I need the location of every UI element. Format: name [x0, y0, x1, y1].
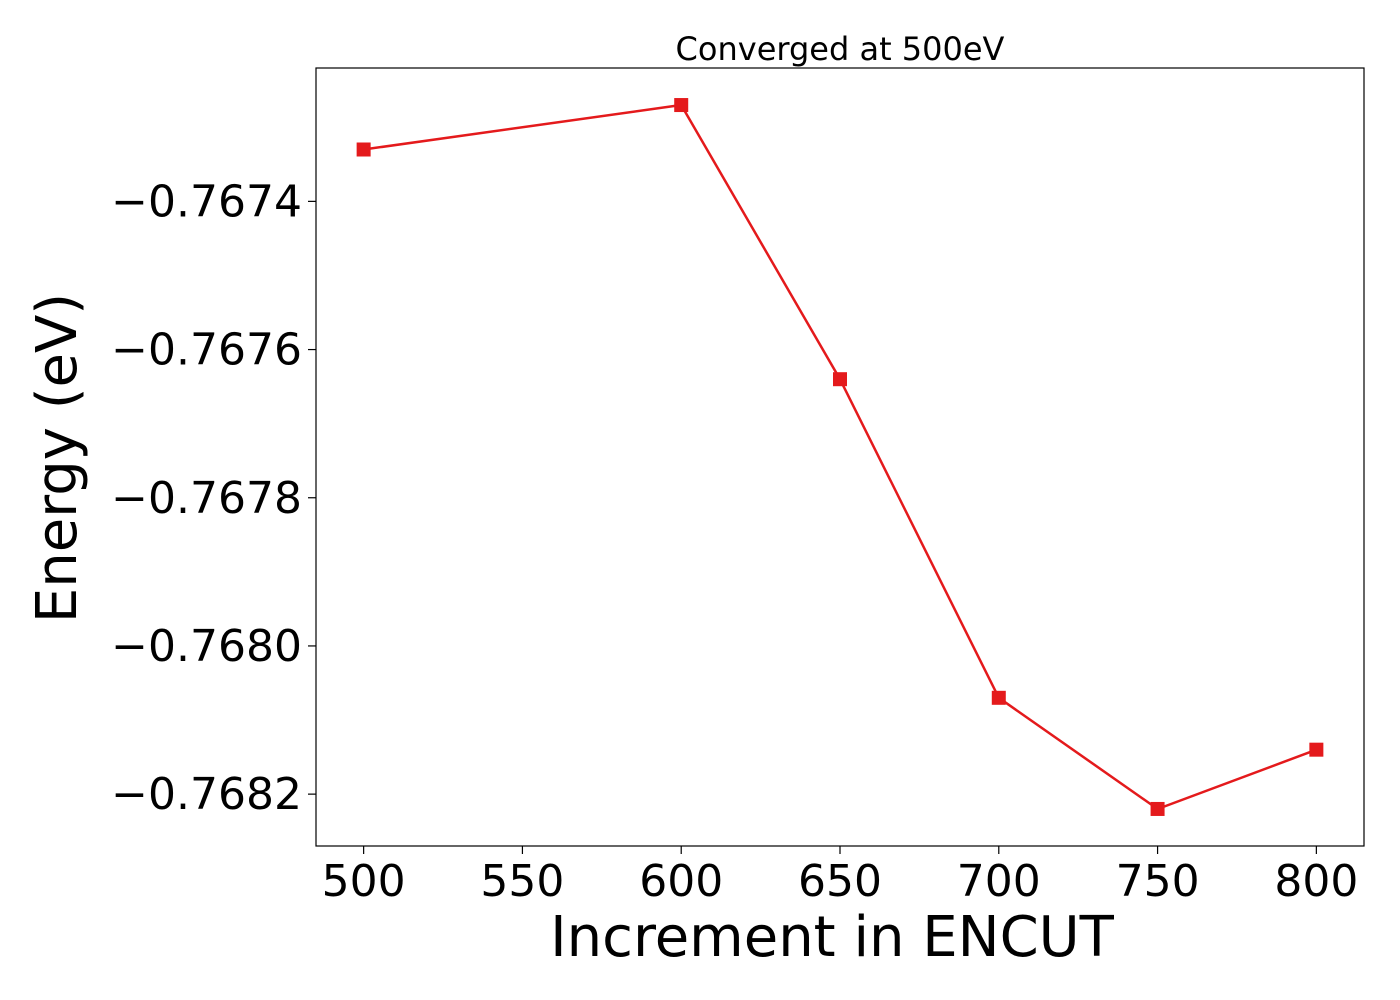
- data-point-marker: [1150, 801, 1165, 816]
- x-tick-label: 500: [322, 856, 406, 907]
- x-tick-label: 750: [1116, 856, 1200, 907]
- data-point-marker: [1309, 742, 1324, 757]
- data-point-marker: [833, 372, 847, 387]
- y-tick-label: −0.7676: [111, 325, 302, 376]
- x-tick-label: 550: [480, 856, 564, 907]
- y-axis: −0.7674 −0.7676 −0.7678 −0.7680 −0.7682: [111, 176, 316, 820]
- x-axis: 500 550 600 650 700 750 800: [322, 846, 1358, 907]
- data-point-marker: [674, 98, 689, 113]
- chart-title: Converged at 500eV: [676, 30, 1005, 68]
- x-axis-title: Increment in ENCUT: [550, 905, 1115, 970]
- x-tick-label: 600: [639, 856, 723, 907]
- y-tick-label: −0.7682: [111, 769, 302, 820]
- y-axis-title: Energy (eV): [25, 293, 90, 623]
- data-point-marker: [356, 142, 371, 157]
- x-tick-label: 800: [1274, 856, 1358, 907]
- series-markers: [356, 98, 1324, 816]
- x-tick-label: 650: [798, 856, 882, 907]
- series-line: [363, 103, 1317, 811]
- y-tick-label: −0.7678: [111, 473, 302, 524]
- y-tick-label: −0.7680: [111, 621, 302, 672]
- x-tick-label: 700: [957, 856, 1041, 907]
- y-tick-label: −0.7674: [111, 176, 302, 227]
- plot-frame: [315, 67, 1365, 847]
- data-point-marker: [991, 690, 1006, 705]
